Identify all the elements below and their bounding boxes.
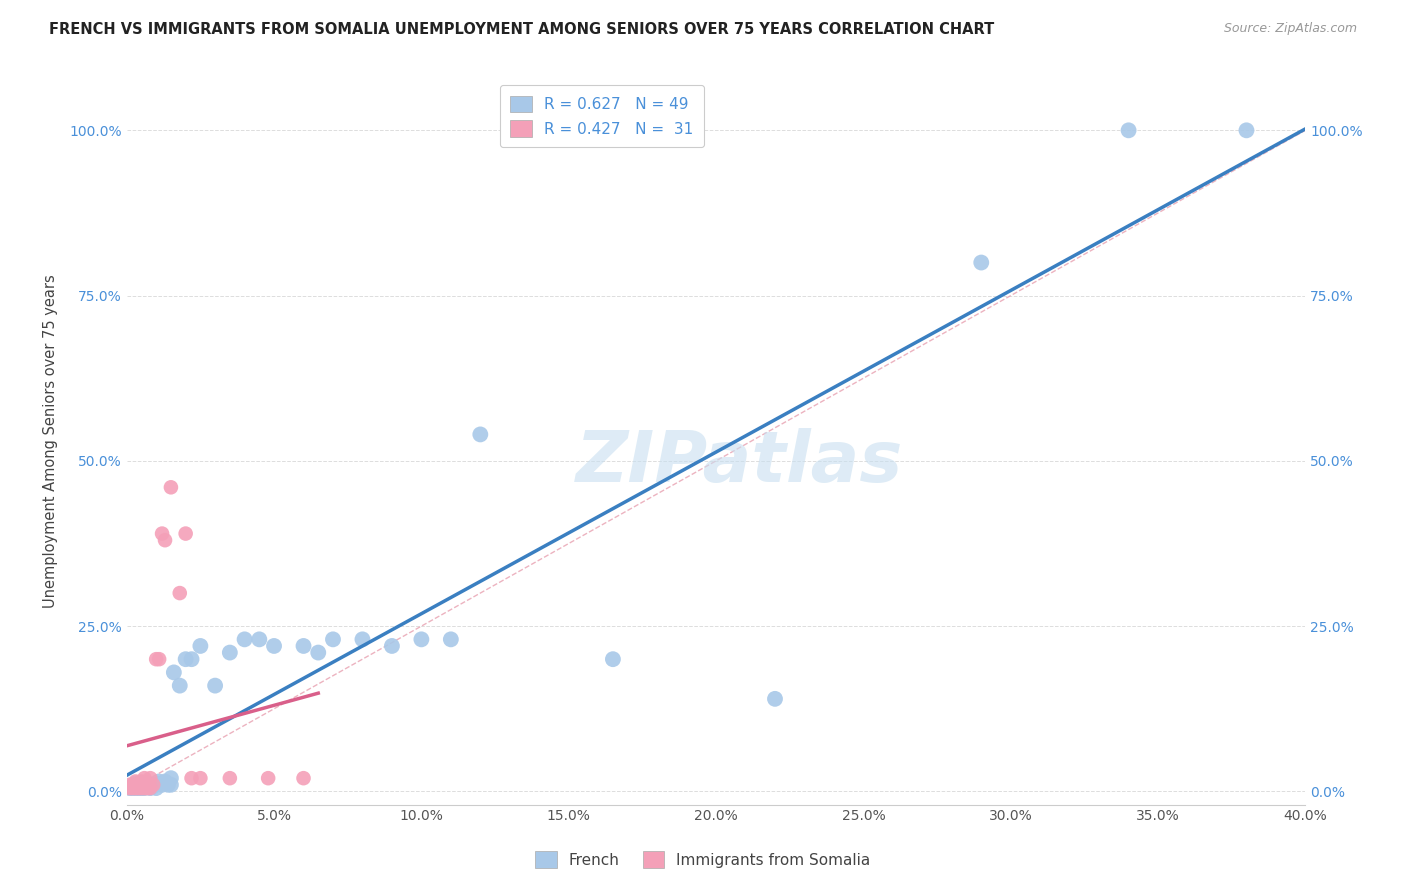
Legend: R = 0.627   N = 49, R = 0.427   N =  31: R = 0.627 N = 49, R = 0.427 N = 31: [499, 85, 704, 147]
Point: [136, 781, 159, 796]
Point: [139, 781, 162, 796]
Point: [156, 778, 179, 792]
Point: [118, 781, 141, 796]
Point: [121, 778, 143, 792]
Point: [352, 632, 374, 647]
Point: [263, 639, 285, 653]
Point: [169, 586, 191, 600]
Point: [1236, 123, 1258, 137]
Point: [131, 778, 153, 792]
Point: [150, 526, 173, 541]
Point: [134, 781, 156, 796]
Point: [124, 776, 146, 790]
Point: [174, 652, 197, 666]
Point: [121, 781, 143, 796]
Point: [233, 632, 256, 647]
Point: [322, 632, 344, 647]
Point: [142, 778, 165, 792]
Point: [128, 781, 150, 796]
Text: ZIPatlas: ZIPatlas: [576, 428, 903, 498]
Point: [136, 776, 159, 790]
Point: [174, 526, 197, 541]
Text: FRENCH VS IMMIGRANTS FROM SOMALIA UNEMPLOYMENT AMONG SENIORS OVER 75 YEARS CORRE: FRENCH VS IMMIGRANTS FROM SOMALIA UNEMPL…: [49, 22, 994, 37]
Point: [292, 771, 315, 785]
Point: [145, 776, 167, 790]
Point: [292, 639, 315, 653]
Point: [136, 779, 159, 793]
Point: [1118, 123, 1140, 137]
Point: [190, 639, 212, 653]
Point: [763, 691, 786, 706]
Point: [124, 774, 146, 789]
Point: [307, 646, 329, 660]
Point: [131, 781, 153, 796]
Text: Source: ZipAtlas.com: Source: ZipAtlas.com: [1223, 22, 1357, 36]
Point: [411, 632, 433, 647]
Point: [169, 679, 191, 693]
Point: [139, 778, 162, 792]
Point: [160, 480, 183, 494]
Point: [142, 779, 165, 793]
Point: [153, 774, 176, 789]
Point: [131, 781, 153, 796]
Point: [148, 774, 170, 789]
Point: [134, 778, 156, 792]
Point: [204, 679, 226, 693]
Point: [124, 781, 146, 796]
Point: [124, 779, 146, 793]
Point: [163, 665, 186, 680]
Point: [153, 533, 176, 548]
Point: [131, 774, 153, 789]
Point: [247, 632, 270, 647]
Point: [470, 427, 492, 442]
Point: [134, 781, 156, 796]
Point: [257, 771, 280, 785]
Point: [218, 771, 240, 785]
Point: [139, 771, 162, 785]
Point: [145, 781, 167, 796]
Point: [150, 778, 173, 792]
Point: [381, 639, 404, 653]
Point: [124, 781, 146, 796]
Point: [602, 652, 624, 666]
Point: [128, 781, 150, 796]
Point: [131, 776, 153, 790]
Y-axis label: Unemployment Among Seniors over 75 years: Unemployment Among Seniors over 75 years: [44, 274, 58, 608]
Point: [440, 632, 463, 647]
Point: [134, 771, 156, 785]
Point: [121, 779, 143, 793]
Point: [139, 781, 162, 796]
Point: [118, 778, 141, 792]
Point: [218, 646, 240, 660]
Point: [128, 778, 150, 792]
Point: [160, 778, 183, 792]
Point: [121, 781, 143, 796]
Point: [136, 778, 159, 792]
Point: [145, 652, 167, 666]
Point: [180, 771, 202, 785]
Point: [970, 255, 993, 269]
Point: [180, 652, 202, 666]
Point: [124, 778, 146, 792]
Point: [128, 778, 150, 792]
Point: [190, 771, 212, 785]
Point: [131, 779, 153, 793]
Legend: French, Immigrants from Somalia: French, Immigrants from Somalia: [527, 844, 879, 875]
Point: [118, 781, 141, 796]
Point: [148, 652, 170, 666]
Point: [160, 771, 183, 785]
